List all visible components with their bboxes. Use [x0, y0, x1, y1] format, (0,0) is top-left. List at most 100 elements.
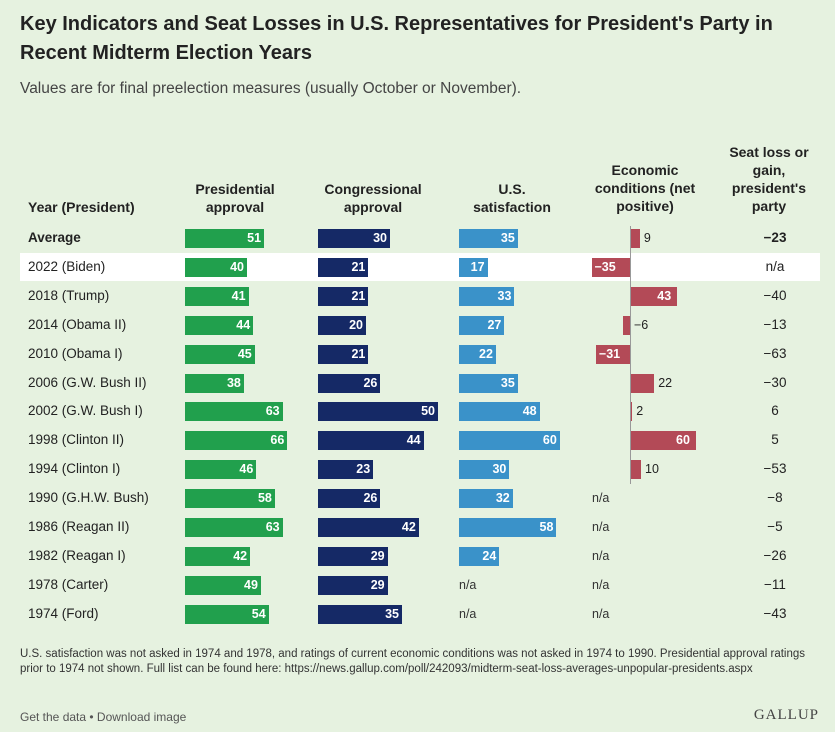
pres-value-label: 54 — [251, 606, 266, 621]
pres-bar: 38 — [185, 373, 244, 393]
sat-value-label: 24 — [482, 548, 497, 563]
pres-value-label: 66 — [270, 433, 285, 448]
download-image-link[interactable]: Download image — [96, 710, 187, 724]
seat-change-value: n/a — [765, 258, 785, 274]
cong-value-label: 23 — [356, 462, 371, 477]
table-row: 1978 (Carter) 49 29 n/a n/a −11 — [20, 571, 820, 599]
get-data-link[interactable]: Get the data — [20, 710, 87, 724]
row-label: 2006 (G.W. Bush II) — [28, 374, 147, 390]
pres-bar: 44 — [185, 315, 254, 335]
econ-value-label: 10 — [645, 462, 659, 477]
cong-value-label: 21 — [351, 288, 366, 303]
cong-bar: 35 — [318, 604, 402, 624]
seat-change-value: −8 — [767, 490, 783, 506]
cong-bar: 21 — [318, 344, 369, 364]
pres-value-label: 46 — [239, 462, 254, 477]
pres-bar: 42 — [185, 546, 251, 566]
row-label: 1998 (Clinton II) — [28, 432, 125, 448]
sat-na-label: n/a — [459, 606, 477, 621]
table-row: 2006 (G.W. Bush II) 38 26 35 22 −30 — [20, 369, 820, 397]
sat-bar: 27 — [459, 315, 505, 335]
sat-na-label: n/a — [459, 577, 477, 592]
seat-change-value: 6 — [771, 403, 779, 419]
pres-bar: 49 — [185, 575, 261, 595]
cong-value-label: 30 — [373, 231, 387, 245]
footnote: U.S. satisfaction was not asked in 1974 … — [20, 648, 806, 675]
cong-bar: 21 — [318, 286, 369, 306]
cong-bar: 26 — [318, 489, 381, 509]
econ-value-label: 22 — [658, 375, 673, 390]
seat-change-value: −43 — [763, 605, 787, 621]
sat-bar: 60 — [459, 431, 560, 451]
econ-bar — [630, 431, 696, 451]
seat-change-value: −26 — [763, 547, 787, 563]
header-year: Year (President) — [28, 199, 135, 215]
chart-subtitle: Values are for final preelection measure… — [20, 80, 522, 97]
table-row: Average 51 30 35 9 −23 — [20, 224, 820, 252]
econ-bar — [630, 373, 655, 393]
table-row: 2018 (Trump) 41 21 33 43 −40 — [20, 282, 820, 310]
econ-na-label: n/a — [592, 548, 610, 563]
header-presidential-approval: Presidential approval — [195, 181, 275, 215]
table-row: 1986 (Reagan II) 63 42 58 n/a −5 — [20, 513, 820, 541]
econ-bar — [630, 286, 678, 306]
econ-value-label: −6 — [634, 317, 649, 332]
gallup-logo: GALLUP — [753, 707, 819, 723]
econ-value-label: 60 — [676, 433, 690, 448]
pres-value-label: 44 — [236, 317, 251, 332]
cong-value-label: 44 — [406, 433, 421, 448]
footer-links: Get the data • Download image — [20, 710, 186, 724]
cong-value-label: 29 — [370, 577, 385, 592]
sat-value-label: 35 — [500, 231, 515, 245]
seat-change-value: 5 — [771, 432, 779, 448]
header-seat-loss: Seat loss or gain, president's party — [729, 144, 809, 214]
row-label: 2002 (G.W. Bush I) — [28, 403, 143, 419]
sat-bar: 33 — [459, 286, 515, 306]
seat-change-value: −11 — [764, 576, 786, 592]
row-label: 2018 (Trump) — [28, 287, 110, 303]
seat-change-value: −53 — [763, 461, 787, 477]
pres-bar: 63 — [185, 402, 283, 422]
cong-bar: 26 — [318, 373, 381, 393]
seat-change-value: −13 — [763, 316, 787, 332]
cong-bar: 21 — [318, 257, 369, 277]
pres-value-label: 63 — [265, 520, 280, 534]
sat-bar: 30 — [459, 460, 510, 480]
pres-bar: 40 — [185, 257, 247, 277]
table-row: 1994 (Clinton I) 46 23 30 10 −53 — [20, 455, 820, 483]
pres-bar: 51 — [185, 229, 265, 248]
row-label: 1994 (Clinton I) — [28, 461, 121, 477]
sat-bar: 58 — [459, 518, 557, 537]
header-economic-conditions: Economic conditions (net positive) — [594, 162, 696, 214]
pres-bar: 58 — [185, 489, 275, 509]
econ-na-label: n/a — [592, 491, 610, 506]
econ-bar — [630, 229, 640, 248]
sat-value-label: 35 — [500, 375, 515, 390]
sat-bar: 17 — [459, 257, 488, 277]
pres-bar: 66 — [185, 431, 288, 451]
pres-value-label: 40 — [230, 259, 244, 274]
table-row: 2002 (G.W. Bush I) 63 50 48 2 6 — [20, 397, 820, 425]
econ-na-label: n/a — [592, 577, 610, 592]
cong-value-label: 50 — [421, 404, 435, 419]
sat-value-label: 33 — [497, 288, 512, 303]
pres-value-label: 51 — [247, 231, 262, 245]
pres-value-label: 49 — [244, 577, 258, 592]
sat-bar: 22 — [459, 344, 496, 364]
cong-value-label: 42 — [401, 520, 416, 534]
table-row: 2014 (Obama II) 44 20 27 −6 −13 — [20, 311, 820, 339]
sat-value-label: 30 — [492, 462, 507, 477]
econ-value-label: −31 — [598, 346, 621, 361]
econ-value-label: 9 — [643, 231, 651, 245]
table-row: 2010 (Obama I) 45 21 22 −31 −63 — [20, 340, 820, 368]
row-label: 2014 (Obama II) — [28, 316, 127, 332]
econ-bar — [630, 402, 633, 422]
chart-title: Key Indicators and Seat Losses in U.S. R… — [20, 13, 773, 64]
row-label: 1978 (Carter) — [28, 576, 109, 592]
cong-bar: 42 — [318, 518, 419, 537]
pres-value-label: 45 — [237, 346, 252, 361]
sat-bar: 24 — [459, 546, 500, 566]
sat-value-label: 32 — [495, 491, 510, 506]
row-label: 1986 (Reagan II) — [28, 519, 130, 534]
header-congressional-approval: Congressional approval — [324, 181, 422, 215]
